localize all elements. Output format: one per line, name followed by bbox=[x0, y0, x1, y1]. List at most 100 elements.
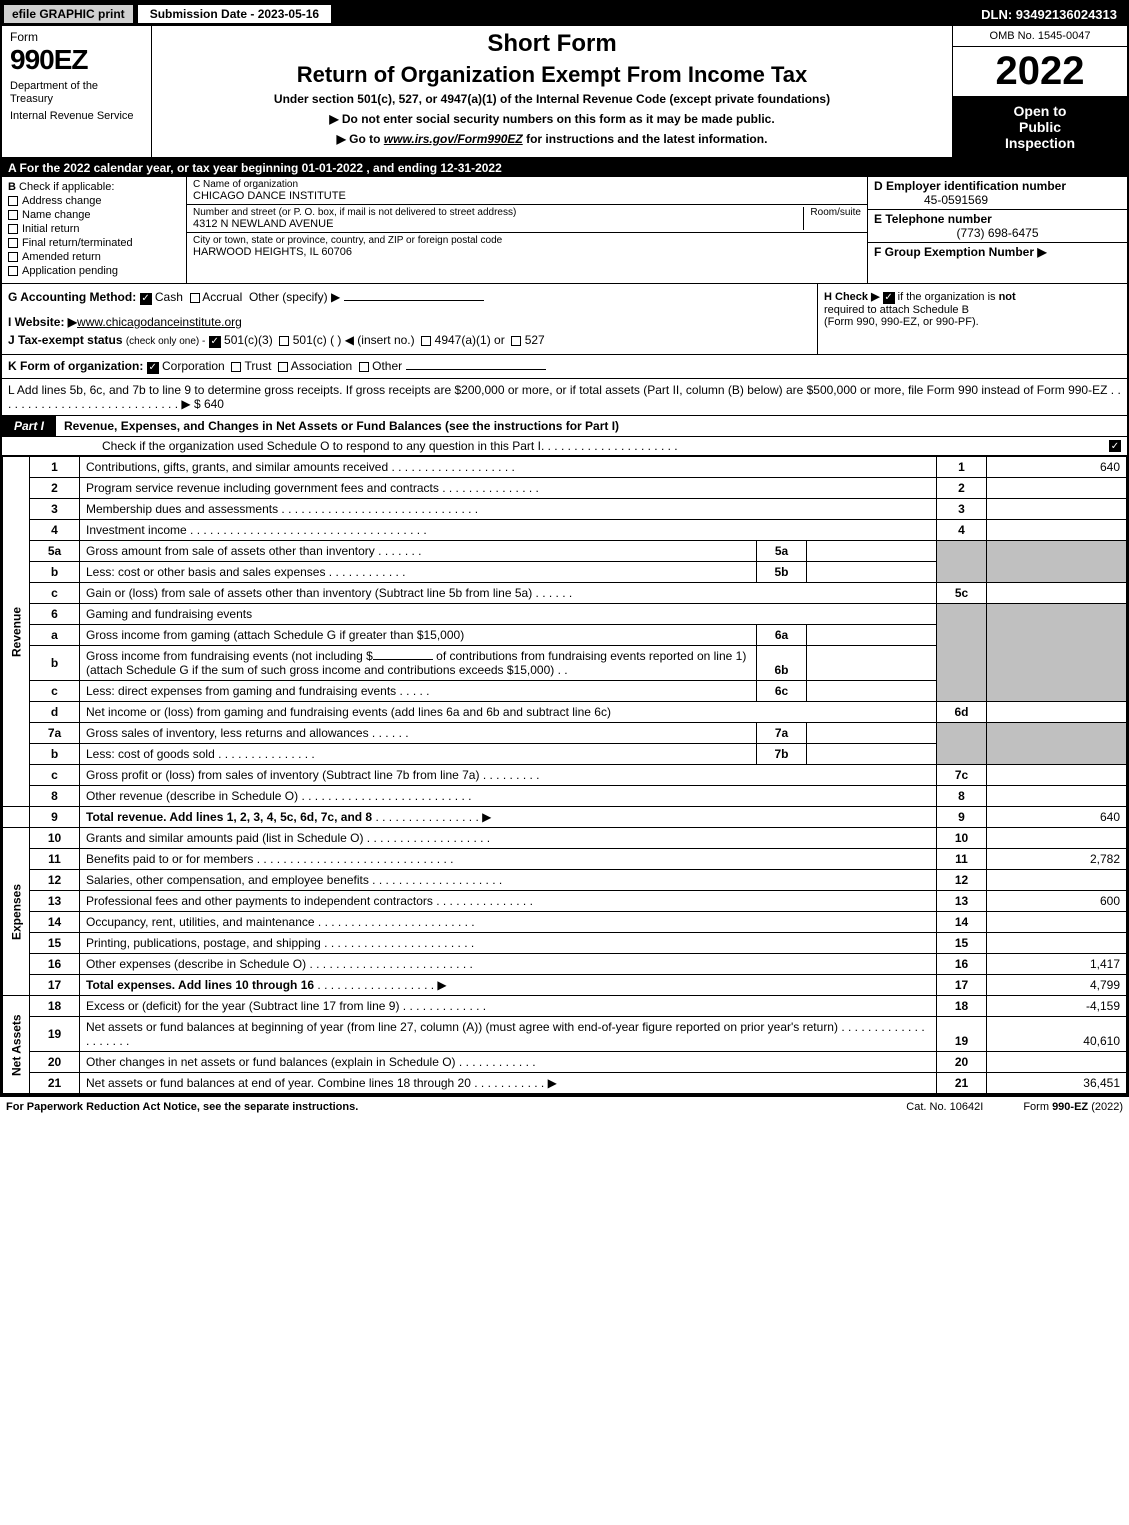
table-row: 21 Net assets or fund balances at end of… bbox=[3, 1073, 1127, 1094]
check-final-return[interactable]: Final return/terminated bbox=[8, 237, 180, 249]
line-num: 5a bbox=[30, 541, 80, 562]
line-amount bbox=[987, 499, 1127, 520]
501c3-label: 501(c)(3) bbox=[224, 333, 273, 347]
header-left: Form 990EZ Department of the Treasury In… bbox=[2, 26, 152, 157]
mini-num: 5a bbox=[757, 541, 807, 562]
ein-label: D Employer identification number bbox=[874, 179, 1121, 193]
cash-label: Cash bbox=[155, 290, 183, 304]
check-name-change[interactable]: Name change bbox=[8, 209, 180, 221]
527-label: 527 bbox=[525, 333, 545, 347]
schedule-o-checkbox[interactable]: ✓ bbox=[1109, 440, 1121, 452]
line-num: 14 bbox=[30, 912, 80, 933]
501c3-checkbox[interactable]: ✓ bbox=[209, 336, 221, 348]
catalog-number: Cat. No. 10642I bbox=[906, 1101, 983, 1113]
assoc-checkbox[interactable] bbox=[278, 362, 288, 372]
line-rnum: 6d bbox=[937, 702, 987, 723]
phone-value: (773) 698-6475 bbox=[874, 226, 1121, 240]
line-amount: -4,159 bbox=[987, 996, 1127, 1017]
check-application-pending[interactable]: Application pending bbox=[8, 265, 180, 277]
label-b: B bbox=[8, 181, 16, 193]
line-num: 9 bbox=[30, 807, 80, 828]
table-row: 12 Salaries, other compensation, and emp… bbox=[3, 870, 1127, 891]
line-desc: Gross income from fundraising events (no… bbox=[86, 649, 373, 663]
schedule-b-checkbox[interactable]: ✓ bbox=[883, 292, 895, 304]
line-num: 17 bbox=[30, 975, 80, 996]
h-not: not bbox=[999, 291, 1016, 303]
line-num: 2 bbox=[30, 478, 80, 499]
ssn-warning: ▶ Do not enter social security numbers o… bbox=[160, 112, 944, 126]
check-initial-return[interactable]: Initial return bbox=[8, 223, 180, 235]
line-num: a bbox=[30, 625, 80, 646]
line-desc: Benefits paid to or for members bbox=[86, 852, 253, 866]
section-a-tax-year: A For the 2022 calendar year, or tax yea… bbox=[2, 159, 1127, 177]
line-num: 3 bbox=[30, 499, 80, 520]
501c-label: 501(c) ( ) ◀ (insert no.) bbox=[293, 333, 415, 347]
section-k: K Form of organization: ✓ Corporation Tr… bbox=[2, 355, 1127, 379]
h-text-4: (Form 990, 990-EZ, or 990-PF). bbox=[824, 316, 979, 328]
group-exemption-label: F Group Exemption Number ▶ bbox=[874, 245, 1121, 259]
form-label: Form bbox=[10, 30, 143, 44]
table-row: Expenses 10 Grants and similar amounts p… bbox=[3, 828, 1127, 849]
other-specify: Other (specify) ▶ bbox=[249, 290, 340, 304]
other-org-checkbox[interactable] bbox=[359, 362, 369, 372]
city-state-zip: HARWOOD HEIGHTS, IL 60706 bbox=[193, 246, 861, 258]
line-desc: Gross sales of inventory, less returns a… bbox=[86, 726, 369, 740]
line-desc: Other changes in net assets or fund bala… bbox=[86, 1055, 456, 1069]
row-gh: G Accounting Method: ✓ Cash Accrual Othe… bbox=[2, 284, 1127, 355]
line-desc: Grants and similar amounts paid (list in… bbox=[86, 831, 363, 845]
mini-num: 6a bbox=[757, 625, 807, 646]
under-section: Under section 501(c), 527, or 4947(a)(1)… bbox=[160, 92, 944, 106]
tax-exempt-row: J Tax-exempt status (check only one) ‐ ✓… bbox=[8, 333, 811, 348]
table-row: 2 Program service revenue including gove… bbox=[3, 478, 1127, 499]
line-num: 19 bbox=[30, 1017, 80, 1052]
line-desc: Other revenue (describe in Schedule O) bbox=[86, 789, 298, 803]
line-rnum: 16 bbox=[937, 954, 987, 975]
line-desc: Net assets or fund balances at end of ye… bbox=[86, 1076, 471, 1090]
line-num: 16 bbox=[30, 954, 80, 975]
street-address: 4312 N NEWLAND AVENUE bbox=[193, 218, 803, 230]
line-desc: Total revenue. Add lines 1, 2, 3, 4, 5c,… bbox=[86, 810, 372, 824]
check-address-change[interactable]: Address change bbox=[8, 195, 180, 207]
line-desc: Membership dues and assessments bbox=[86, 502, 278, 516]
mini-num: 6c bbox=[757, 681, 807, 702]
line-desc: Excess or (deficit) for the year (Subtra… bbox=[86, 999, 399, 1013]
line-rnum: 7c bbox=[937, 765, 987, 786]
line-amount bbox=[987, 765, 1127, 786]
line-desc: Gross amount from sale of assets other t… bbox=[86, 544, 375, 558]
line-desc: Occupancy, rent, utilities, and maintena… bbox=[86, 915, 315, 929]
check-amended-return[interactable]: Amended return bbox=[8, 251, 180, 263]
line-amount: 640 bbox=[987, 457, 1127, 478]
line-amount: 2,782 bbox=[987, 849, 1127, 870]
cash-checkbox[interactable]: ✓ bbox=[140, 293, 152, 305]
line-amount: 600 bbox=[987, 891, 1127, 912]
line-rnum: 11 bbox=[937, 849, 987, 870]
line-num: 10 bbox=[30, 828, 80, 849]
trust-checkbox[interactable] bbox=[231, 362, 241, 372]
table-row: Revenue 1 Contributions, gifts, grants, … bbox=[3, 457, 1127, 478]
table-row: 11 Benefits paid to or for members . . .… bbox=[3, 849, 1127, 870]
line-rnum: 8 bbox=[937, 786, 987, 807]
line-rnum: 9 bbox=[937, 807, 987, 828]
short-form-title: Short Form bbox=[160, 30, 944, 58]
part-1-label: Part I bbox=[2, 416, 56, 436]
org-website-link[interactable]: www.chicagodanceinstitute.org bbox=[77, 315, 242, 329]
line-desc: Net income or (loss) from gaming and fun… bbox=[86, 705, 611, 719]
org-name-label: C Name of organization bbox=[193, 179, 861, 190]
line-rnum: 3 bbox=[937, 499, 987, 520]
line-num: 21 bbox=[30, 1073, 80, 1094]
irs-link[interactable]: www.irs.gov/Form990EZ bbox=[384, 132, 523, 146]
line-rnum: 14 bbox=[937, 912, 987, 933]
501c-checkbox[interactable] bbox=[279, 336, 289, 346]
527-checkbox[interactable] bbox=[511, 336, 521, 346]
4947-label: 4947(a)(1) or bbox=[435, 333, 505, 347]
line-desc: Less: cost or other basis and sales expe… bbox=[86, 565, 325, 579]
corp-checkbox[interactable]: ✓ bbox=[147, 362, 159, 374]
4947-checkbox[interactable] bbox=[421, 336, 431, 346]
label-j: J Tax-exempt status bbox=[8, 333, 123, 347]
table-row: 7a Gross sales of inventory, less return… bbox=[3, 723, 1127, 744]
line-rnum: 20 bbox=[937, 1052, 987, 1073]
assoc-label: Association bbox=[291, 359, 352, 373]
line-amount bbox=[987, 1052, 1127, 1073]
accrual-checkbox[interactable] bbox=[190, 293, 200, 303]
part-1-title: Revenue, Expenses, and Changes in Net As… bbox=[56, 419, 1127, 433]
